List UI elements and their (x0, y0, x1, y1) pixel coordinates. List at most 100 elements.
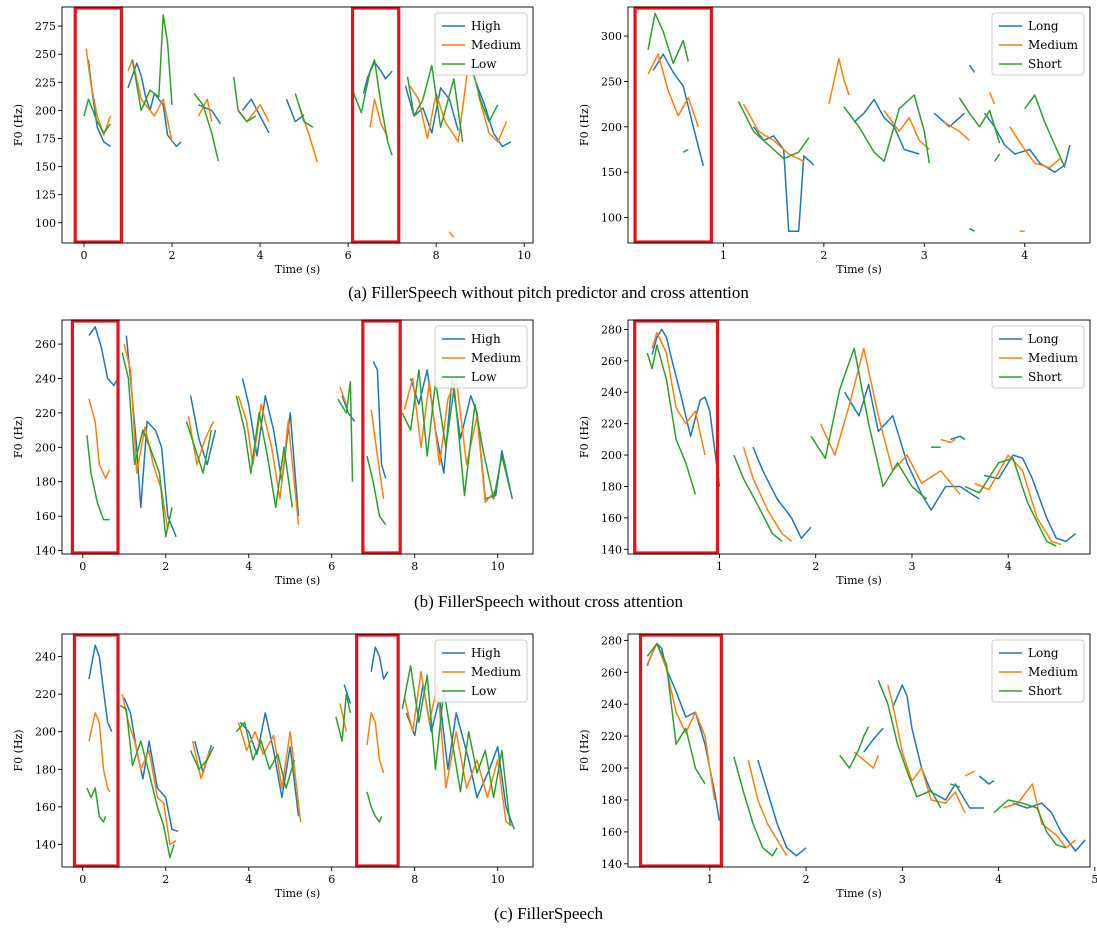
y-tick-label: 160 (601, 512, 622, 525)
legend-label: Long (1028, 332, 1059, 346)
highlight-box (70, 319, 120, 555)
highlight-box (72, 633, 120, 868)
series-line-medium (651, 331, 706, 456)
series-line-short (646, 642, 706, 785)
x-axis-label: Time (s) (275, 263, 321, 276)
chart-panel-0: 0 2 4 6 8 10 100 125 150 175 200 225 250 275 Time (s) F… (12, 6, 534, 276)
y-tick-label: 175 (35, 132, 56, 145)
series-line-medium (237, 722, 302, 822)
series-line-long (968, 64, 976, 73)
x-tick-label: 4 (1021, 249, 1028, 262)
x-tick-label: 6 (328, 560, 335, 573)
series-line-low (235, 395, 294, 509)
series-line-short (646, 344, 697, 495)
y-tick-label: 250 (601, 75, 622, 88)
x-tick-label: 0 (79, 873, 86, 886)
series-line-low (189, 746, 215, 771)
caption-b: (b) FillerSpeech without cross attention (413, 592, 684, 611)
series-line-long (978, 775, 995, 785)
series-line-medium (88, 398, 111, 480)
y-tick-label: 150 (35, 161, 56, 174)
legend-box (991, 639, 1085, 703)
series-line-medium (828, 57, 850, 105)
series-line-long (752, 126, 815, 232)
legend-label: Long (1028, 19, 1059, 33)
series-line-low (406, 64, 464, 143)
highlight-box (355, 633, 400, 868)
series-line-short (877, 680, 942, 809)
y-axis-label: F0 (Hz) (578, 104, 591, 146)
series-line-medium (121, 693, 177, 846)
series-line-high (88, 644, 113, 733)
y-tick-label: 240 (35, 373, 56, 386)
y-axis-label: F0 (Hz) (12, 416, 25, 458)
y-tick-label: 200 (601, 449, 622, 462)
series-line-short (737, 101, 810, 160)
series-line-short (950, 783, 961, 788)
axes-frame (61, 319, 534, 555)
x-tick-label: 6 (345, 249, 352, 262)
axes-frame (61, 633, 534, 868)
y-tick-label: 100 (35, 217, 56, 230)
x-tick-label: 0 (79, 560, 86, 573)
series-line-medium (646, 642, 716, 801)
series-line-low (351, 59, 393, 156)
series-line-short (1024, 94, 1066, 169)
chart-panel-5: 1 2 3 4 5 140 160 180 200 220 240 260 280 Time (s) F0 … (578, 633, 1097, 900)
series-line-high (88, 326, 119, 387)
legend-label: High (471, 332, 501, 346)
x-tick-label: 1 (720, 249, 727, 262)
y-tick-label: 280 (601, 634, 622, 647)
series-line-long (1012, 802, 1086, 852)
legend-label: Short (1028, 57, 1062, 71)
series-line-low (83, 98, 112, 134)
x-axis-label: Time (s) (836, 263, 882, 276)
series-line-long (950, 435, 966, 441)
x-axis-label: Time (s) (836, 574, 882, 587)
series-line-medium (742, 446, 793, 542)
series-line-medium (403, 670, 513, 827)
series-line-short (839, 726, 870, 769)
series-line-low (366, 455, 387, 526)
series-line-low (335, 693, 352, 742)
x-tick-label: 1 (706, 873, 713, 886)
x-axis-label: Time (s) (275, 887, 321, 900)
y-tick-label: 280 (601, 323, 622, 336)
x-tick-label: 4 (995, 873, 1002, 886)
series-line-medium (477, 93, 508, 143)
y-tick-label: 160 (601, 826, 622, 839)
legend-label: Medium (1028, 665, 1079, 679)
x-tick-label: 2 (820, 249, 827, 262)
caption-c: (c) FillerSpeech (493, 904, 604, 923)
axes-frame (627, 633, 1091, 868)
series-line-short (682, 148, 689, 153)
y-tick-label: 220 (35, 407, 56, 420)
x-tick-label: 4 (245, 873, 252, 886)
series-line-medium (988, 92, 996, 105)
y-tick-label: 220 (601, 730, 622, 743)
series-line-high (343, 684, 352, 704)
y-tick-label: 180 (601, 794, 622, 807)
series-line-medium (883, 110, 930, 151)
series-line-low (235, 721, 296, 789)
y-tick-label: 240 (35, 651, 56, 664)
legend-box (434, 325, 528, 389)
series-line-long (969, 227, 975, 232)
series-line-high (475, 82, 512, 148)
legend-label: Medium (471, 351, 522, 365)
y-tick-label: 180 (601, 480, 622, 493)
highlight-box (633, 6, 713, 244)
legend-label: Medium (471, 665, 522, 679)
x-tick-label: 6 (328, 873, 335, 886)
y-axis-label: F0 (Hz) (578, 729, 591, 771)
series-line-low (401, 369, 511, 500)
chart-panel-2: 0 2 4 6 8 10 140 160 180 200 220 240 260 Time (s) F0 (… (12, 319, 534, 587)
x-tick-label: 3 (899, 873, 906, 886)
series-line-high (285, 98, 305, 123)
y-tick-label: 240 (601, 698, 622, 711)
axes-frame (627, 6, 1091, 244)
y-tick-label: 200 (35, 726, 56, 739)
series-line-medium (448, 231, 455, 238)
series-line-medium (339, 386, 348, 405)
